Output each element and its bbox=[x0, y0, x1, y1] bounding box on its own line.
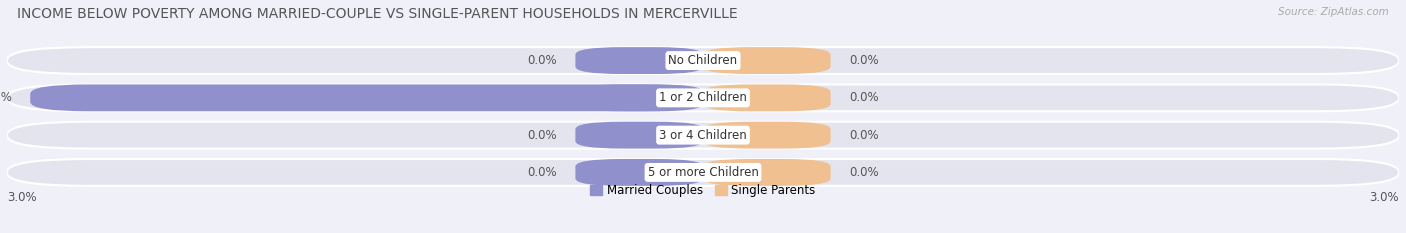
Text: INCOME BELOW POVERTY AMONG MARRIED-COUPLE VS SINGLE-PARENT HOUSEHOLDS IN MERCERV: INCOME BELOW POVERTY AMONG MARRIED-COUPL… bbox=[17, 7, 738, 21]
FancyBboxPatch shape bbox=[7, 84, 1399, 111]
Text: 0.0%: 0.0% bbox=[527, 129, 557, 142]
Legend: Married Couples, Single Parents: Married Couples, Single Parents bbox=[591, 184, 815, 197]
Text: 5 or more Children: 5 or more Children bbox=[648, 166, 758, 179]
Text: 0.0%: 0.0% bbox=[849, 91, 879, 104]
Text: No Children: No Children bbox=[668, 54, 738, 67]
FancyBboxPatch shape bbox=[575, 47, 703, 74]
Text: 0.0%: 0.0% bbox=[849, 166, 879, 179]
FancyBboxPatch shape bbox=[703, 84, 831, 111]
FancyBboxPatch shape bbox=[703, 122, 831, 149]
Text: 3.0%: 3.0% bbox=[7, 191, 37, 204]
Text: 1 or 2 Children: 1 or 2 Children bbox=[659, 91, 747, 104]
Text: Source: ZipAtlas.com: Source: ZipAtlas.com bbox=[1278, 7, 1389, 17]
FancyBboxPatch shape bbox=[575, 84, 703, 111]
FancyBboxPatch shape bbox=[7, 47, 1399, 74]
FancyBboxPatch shape bbox=[7, 159, 1399, 186]
Text: 0.0%: 0.0% bbox=[527, 166, 557, 179]
FancyBboxPatch shape bbox=[703, 159, 831, 186]
Text: 2.9%: 2.9% bbox=[0, 91, 11, 104]
FancyBboxPatch shape bbox=[703, 47, 831, 74]
FancyBboxPatch shape bbox=[575, 159, 703, 186]
Text: 0.0%: 0.0% bbox=[849, 129, 879, 142]
FancyBboxPatch shape bbox=[7, 122, 1399, 149]
Text: 0.0%: 0.0% bbox=[849, 54, 879, 67]
FancyBboxPatch shape bbox=[31, 84, 703, 111]
FancyBboxPatch shape bbox=[575, 122, 703, 149]
Text: 0.0%: 0.0% bbox=[527, 54, 557, 67]
Text: 3.0%: 3.0% bbox=[1369, 191, 1399, 204]
Text: 3 or 4 Children: 3 or 4 Children bbox=[659, 129, 747, 142]
